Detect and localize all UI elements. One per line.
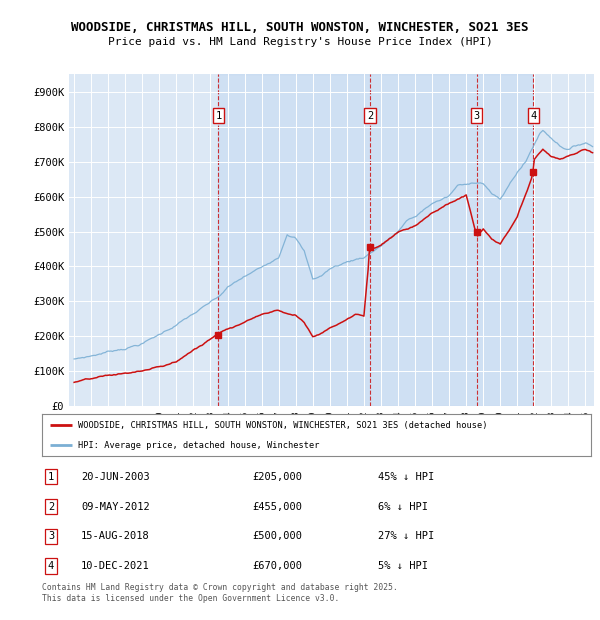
Text: 5% ↓ HPI: 5% ↓ HPI xyxy=(378,561,428,571)
Text: £670,000: £670,000 xyxy=(252,561,302,571)
Text: £205,000: £205,000 xyxy=(252,472,302,482)
Text: 45% ↓ HPI: 45% ↓ HPI xyxy=(378,472,434,482)
Text: 10-DEC-2021: 10-DEC-2021 xyxy=(81,561,150,571)
Text: 15-AUG-2018: 15-AUG-2018 xyxy=(81,531,150,541)
Text: £500,000: £500,000 xyxy=(252,531,302,541)
Text: 27% ↓ HPI: 27% ↓ HPI xyxy=(378,531,434,541)
Text: HPI: Average price, detached house, Winchester: HPI: Average price, detached house, Winc… xyxy=(77,441,319,450)
Text: 2: 2 xyxy=(367,111,373,121)
Text: Price paid vs. HM Land Registry's House Price Index (HPI): Price paid vs. HM Land Registry's House … xyxy=(107,37,493,47)
Text: 3: 3 xyxy=(48,531,54,541)
Text: 4: 4 xyxy=(530,111,536,121)
Text: WOODSIDE, CHRISTMAS HILL, SOUTH WONSTON, WINCHESTER, SO21 3ES: WOODSIDE, CHRISTMAS HILL, SOUTH WONSTON,… xyxy=(71,22,529,34)
Text: £455,000: £455,000 xyxy=(252,502,302,512)
Text: 4: 4 xyxy=(48,561,54,571)
Text: 2: 2 xyxy=(48,502,54,512)
Text: 20-JUN-2003: 20-JUN-2003 xyxy=(81,472,150,482)
Text: 6% ↓ HPI: 6% ↓ HPI xyxy=(378,502,428,512)
Bar xyxy=(218,74,533,406)
Text: Contains HM Land Registry data © Crown copyright and database right 2025.
This d: Contains HM Land Registry data © Crown c… xyxy=(42,583,398,603)
Text: 1: 1 xyxy=(48,472,54,482)
Text: 09-MAY-2012: 09-MAY-2012 xyxy=(81,502,150,512)
Text: 1: 1 xyxy=(215,111,221,121)
Text: 3: 3 xyxy=(473,111,480,121)
Text: WOODSIDE, CHRISTMAS HILL, SOUTH WONSTON, WINCHESTER, SO21 3ES (detached house): WOODSIDE, CHRISTMAS HILL, SOUTH WONSTON,… xyxy=(77,421,487,430)
